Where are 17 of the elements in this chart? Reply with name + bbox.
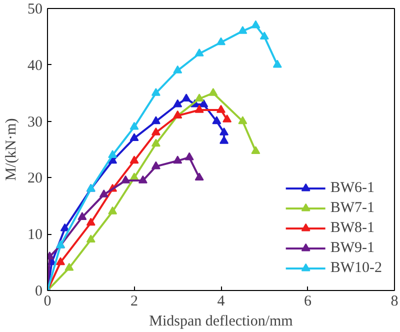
y-axis-title: M/(kN·m) (4, 118, 20, 181)
x-tick-label: 8 (390, 294, 398, 310)
y-tick-label: 10 (28, 227, 42, 244)
legend-label: BW6-1 (330, 180, 374, 196)
y-tick-label: 50 (28, 2, 42, 18)
legend-label: BW10-2 (330, 260, 382, 276)
y-tick-label: 20 (28, 170, 42, 187)
x-tick-label: 6 (304, 294, 312, 310)
legend-label: BW9-1 (330, 240, 374, 256)
legend-label: BW7-1 (330, 200, 374, 216)
x-tick-label: 4 (217, 294, 226, 310)
x-axis-title: Midspan deflection/mm (149, 314, 294, 330)
x-tick-label: 2 (130, 294, 138, 310)
legend-label: BW8-1 (330, 220, 374, 236)
y-tick-label: 0 (35, 284, 42, 300)
y-tick-label: 40 (28, 58, 42, 74)
y-tick-label: 30 (28, 114, 42, 130)
